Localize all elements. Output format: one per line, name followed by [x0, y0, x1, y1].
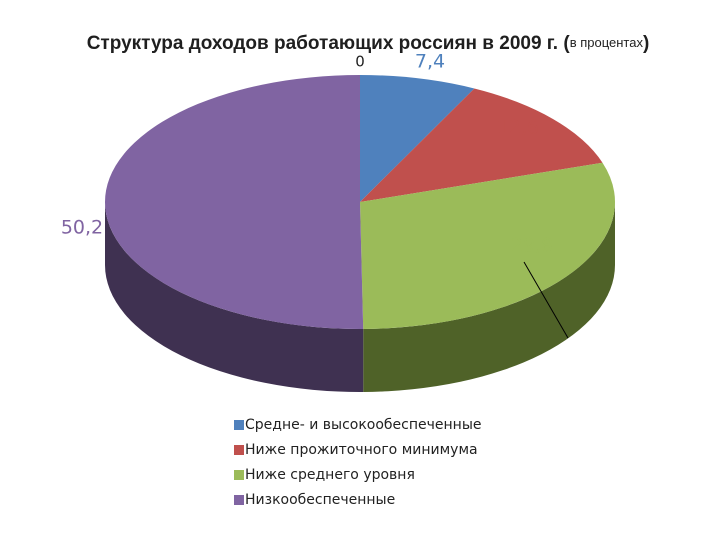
slice	[360, 75, 475, 202]
slice-side	[363, 202, 615, 392]
data-label: 50,2	[61, 217, 103, 239]
leader-line	[523, 261, 569, 339]
legend-swatch	[234, 420, 244, 430]
title-main: Структура доходов работающих россиян в 2…	[87, 33, 571, 54]
legend-swatch	[234, 495, 244, 505]
data-label: 7,4	[415, 51, 445, 73]
legend: Средне- и высокообеспеченные Ниже прожито…	[234, 417, 482, 508]
legend-label: Средне- и высокообеспеченные	[245, 417, 482, 433]
data-label: 12,6	[497, 117, 539, 139]
chart-title: Структура доходов работающих россиян в 2…	[87, 33, 650, 54]
legend-swatch	[234, 470, 244, 480]
legend-label: Ниже среднего уровня	[245, 467, 415, 483]
pie	[105, 74, 615, 392]
slice	[360, 88, 603, 202]
data-label: 29,8	[511, 235, 553, 257]
title-note: в процентах	[570, 35, 644, 50]
labels: 7,4 12,6 29,8 50,2	[61, 51, 569, 339]
legend-label: Низкообеспеченные	[245, 492, 395, 508]
slice	[360, 162, 615, 329]
annotation: 0	[355, 53, 365, 71]
title-end: )	[643, 33, 649, 54]
slice-side	[105, 202, 364, 392]
legend-label: Ниже прожиточного минимума	[245, 442, 478, 458]
legend-swatch	[234, 445, 244, 455]
slice	[105, 74, 364, 329]
